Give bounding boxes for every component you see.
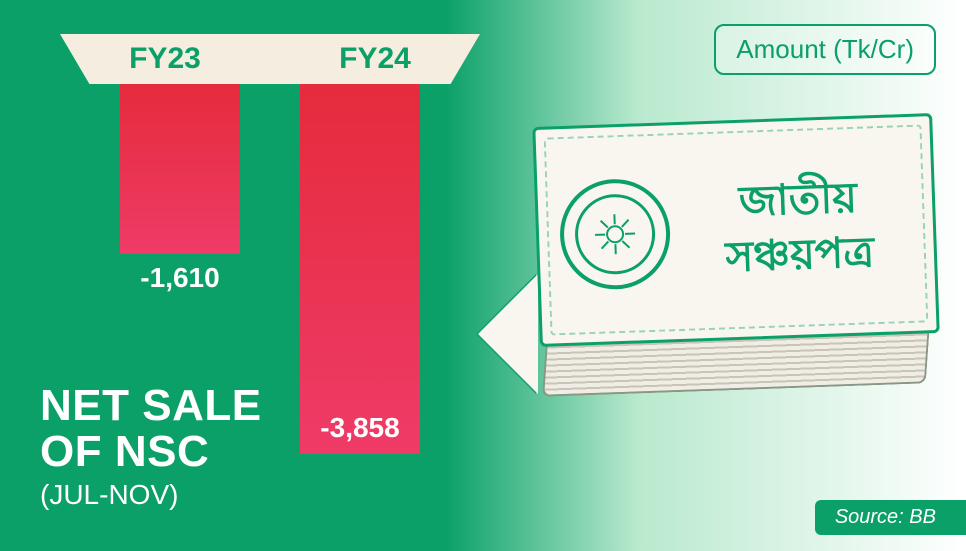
title-line2: OF NSC <box>40 429 262 475</box>
bar-fy24: -3,858 <box>300 84 420 454</box>
category-label-fy23: FY23 <box>129 42 201 76</box>
infographic-container: FY23 FY24 -1,610 -3,858 NET SALE OF NSC … <box>0 0 966 551</box>
note-stack: জাতীয় সঞ্চয়পত্র <box>536 120 936 400</box>
bank-seal-inner-icon <box>574 193 657 276</box>
category-label-fy24: FY24 <box>339 42 411 76</box>
amount-badge: Amount (Tk/Cr) <box>714 24 936 75</box>
bar-wrapper-fy24: -3,858 <box>300 84 420 464</box>
bar-value-fy23: -1,610 <box>140 262 219 294</box>
note-arrow-icon <box>478 274 538 394</box>
title-block: NET SALE OF NSC (JUL-NOV) <box>40 383 262 511</box>
bank-seal-icon <box>558 177 672 291</box>
title-line1: NET SALE <box>40 383 262 429</box>
note-text: জাতীয় সঞ্চয়পত্র <box>668 169 920 287</box>
note-text-line2: সঞ্চয়পত্র <box>680 224 920 287</box>
title-sub: (JUL-NOV) <box>40 479 262 511</box>
bar-fy23: -1,610 <box>120 84 240 254</box>
bar-value-fy24: -3,858 <box>320 412 399 444</box>
seal-emblem-icon <box>589 208 641 260</box>
right-panel: Amount (Tk/Cr) জাতীয় সঞ্চয়পত্র <box>531 0 966 551</box>
header-trapezoid: FY23 FY24 <box>60 34 480 84</box>
left-panel: FY23 FY24 -1,610 -3,858 NET SALE OF NSC … <box>0 0 531 551</box>
note-text-line1: জাতীয় <box>678 169 918 232</box>
savings-certificate: জাতীয় সঞ্চয়পত্র <box>532 113 939 347</box>
source-badge: Source: BB <box>815 500 966 535</box>
